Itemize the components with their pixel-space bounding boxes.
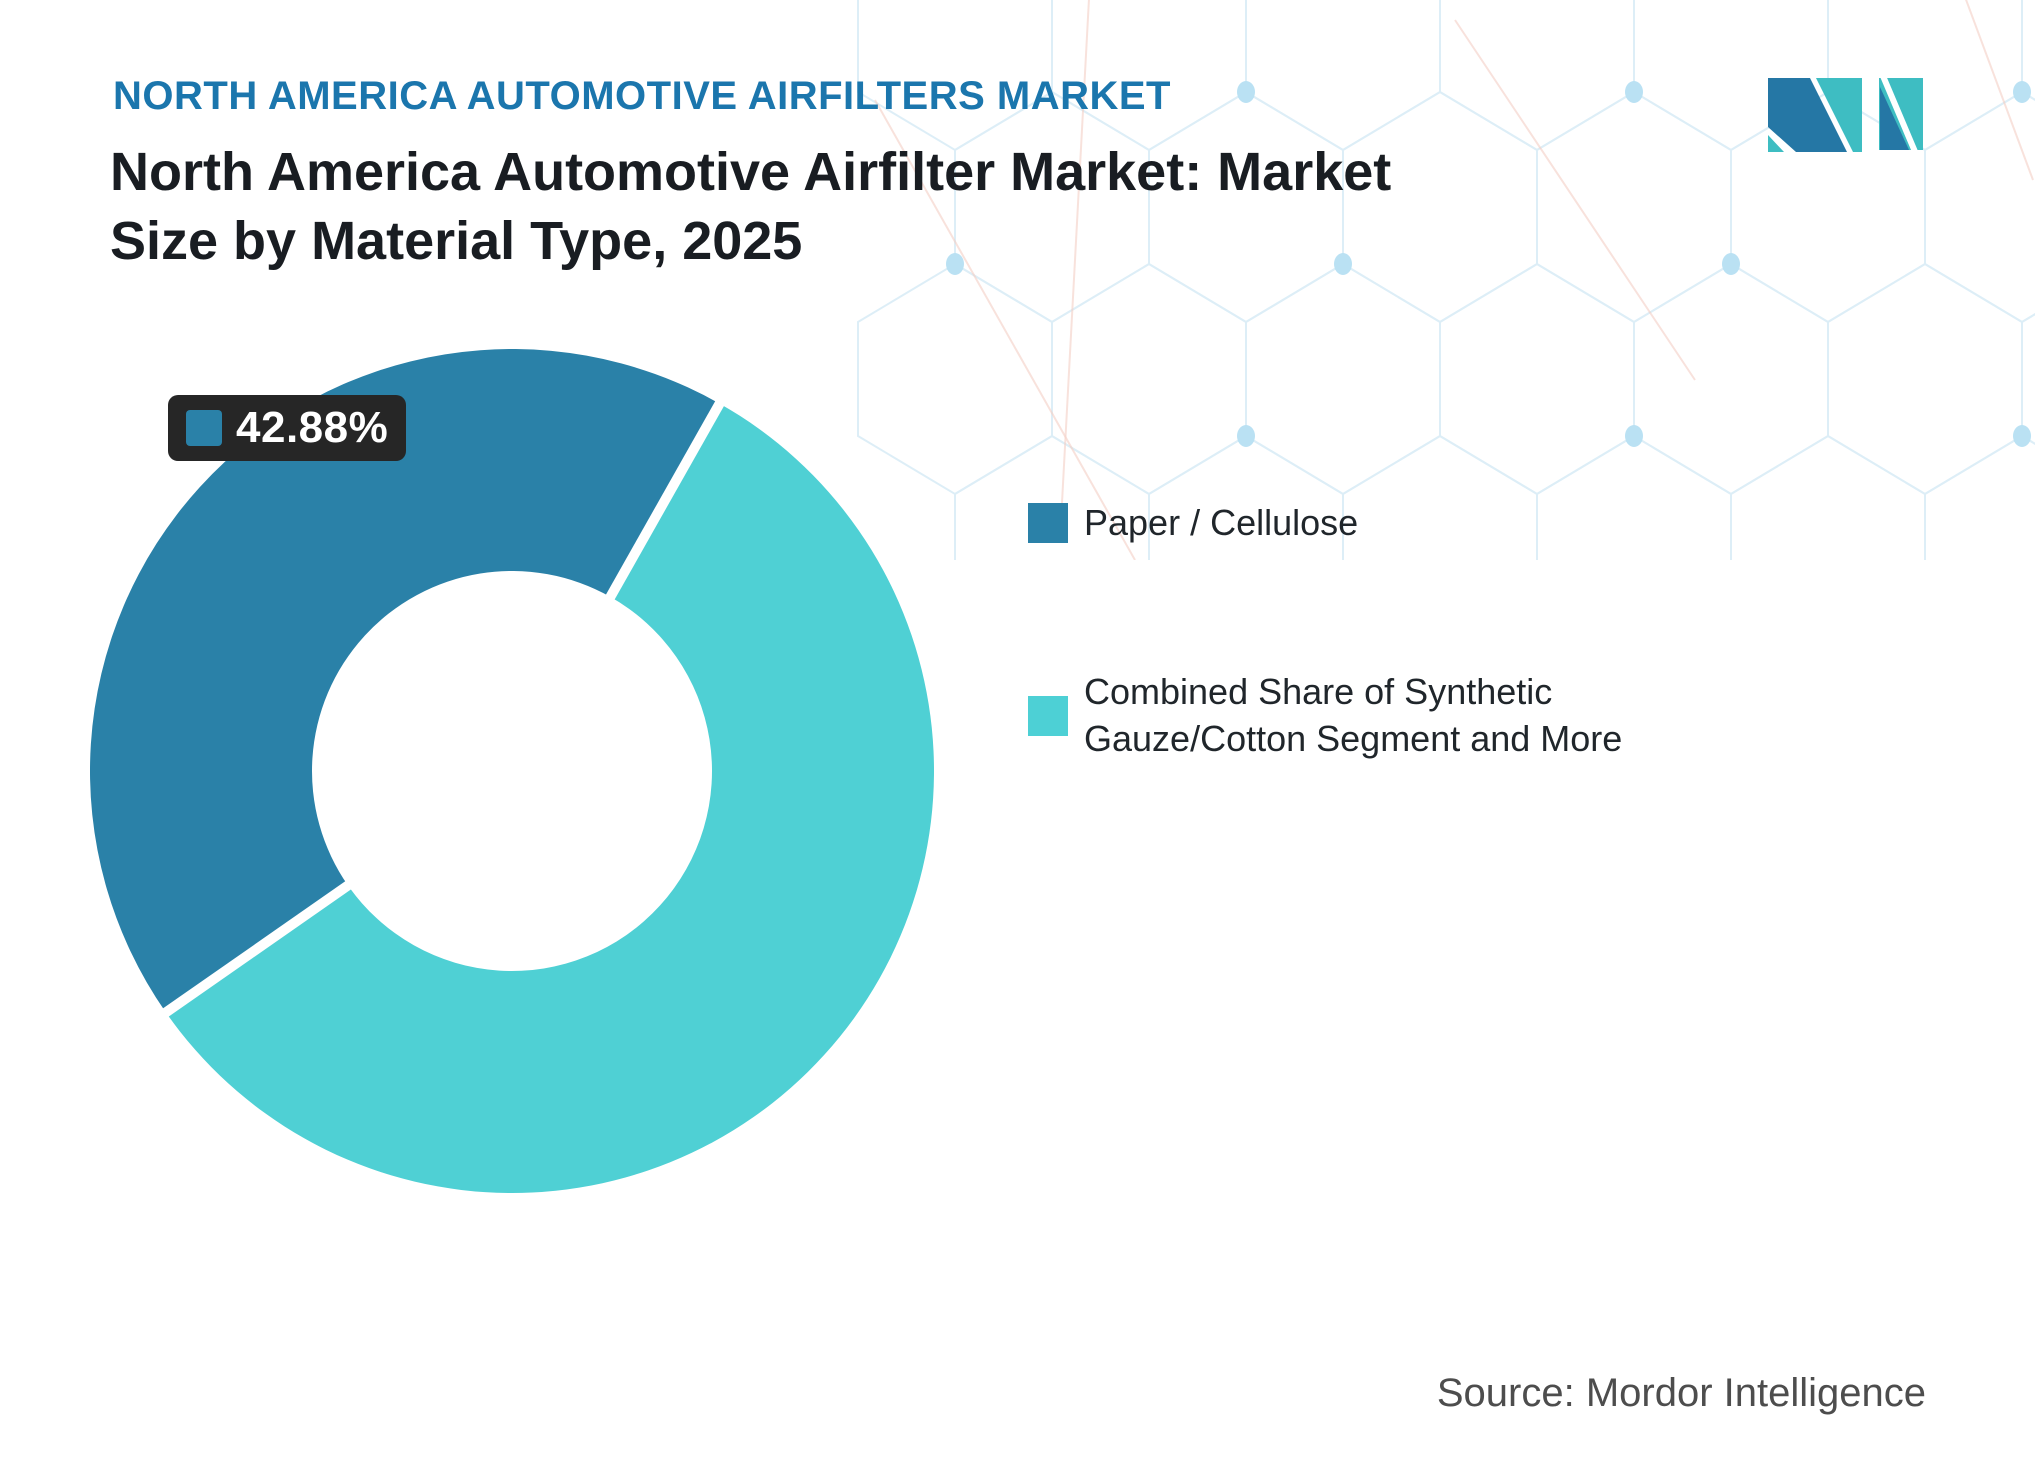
page-title-line1: North America Automotive Airfilter Marke… (110, 142, 1392, 202)
pie-slice-combined-share-of-synthetic-gauze-cotton[interactable] (165, 403, 935, 1194)
data-label-badge: 42.88% (168, 395, 407, 461)
legend-label: Paper / Cellulose (1084, 502, 1359, 543)
slice-divider (601, 394, 728, 609)
logo-left-shape (1768, 78, 1847, 152)
hex-mesh-group (857, 0, 2035, 560)
eyebrow-title: NORTH AMERICA AUTOMOTIVE AIRFILTERS MARK… (113, 74, 1171, 118)
slice-divider (156, 875, 360, 1022)
background-hex-pattern (857, 0, 2035, 560)
mordor-intelligence-logo (1768, 78, 1923, 152)
legend-item-combined-share[interactable]: Combined Share of Synthetic Gauze/Cotton… (1028, 669, 1622, 763)
pie-slice-paper-cellulose[interactable] (90, 349, 720, 1013)
legend-swatch-icon (1028, 695, 1068, 736)
donut-chart (80, 339, 944, 1203)
slice-value-label: 42.88% (236, 403, 389, 452)
logo-middle-teal-shape (1816, 78, 1862, 152)
legend-item-paper-cellulose[interactable]: Paper / Cellulose (1028, 500, 1622, 547)
chart-legend: Paper / Cellulose Combined Share of Synt… (1028, 500, 1622, 762)
source-note: Source: Mordor Intelligence (1436, 1371, 1926, 1415)
series-color-swatch-icon (186, 410, 222, 446)
page-title-line2: Size by Material Type, 2025 (110, 211, 803, 272)
logo-bottom-left-triangle (1768, 135, 1784, 152)
legend-label: Combined Share of Synthetic Gauze/Cotton… (1084, 670, 1623, 759)
logo-right-dark-triangle (1880, 87, 1909, 150)
legend-swatch-icon (1028, 503, 1068, 544)
page-title: North America Automotive Airfilter Marke… (110, 138, 1391, 276)
logo-white-divider (1880, 78, 1919, 152)
